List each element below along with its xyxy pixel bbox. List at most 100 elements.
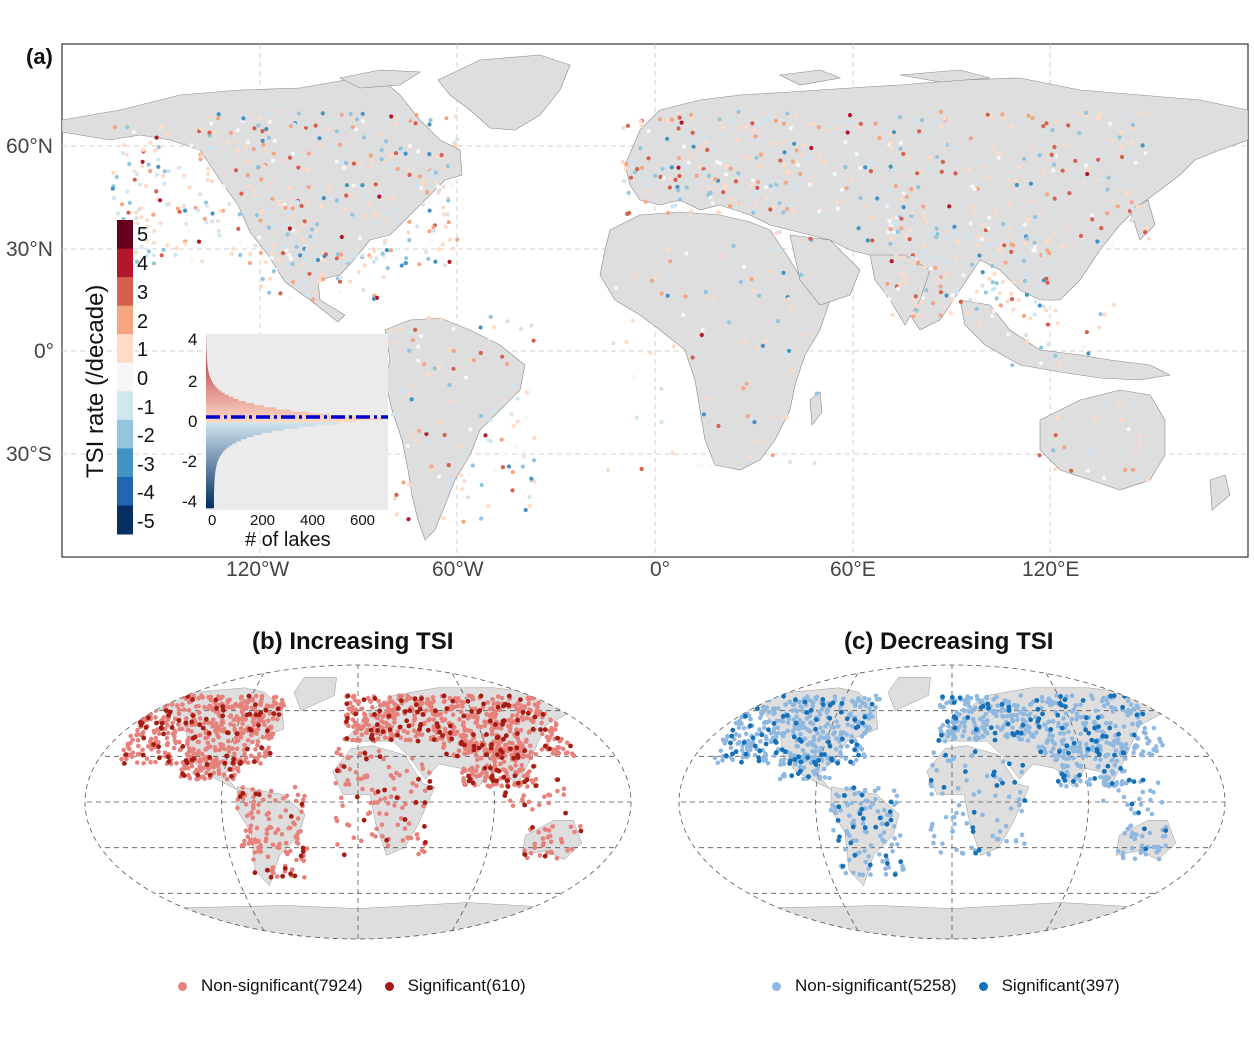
lake-point — [162, 169, 167, 174]
lake-point — [948, 310, 953, 316]
lake-point-nonsig — [561, 792, 567, 797]
lake-point — [1117, 403, 1122, 409]
lake-point-nonsig — [1074, 711, 1080, 717]
lake-point — [392, 253, 397, 258]
lake-point-sig — [377, 754, 383, 759]
lake-point — [1009, 242, 1014, 247]
lake-point — [919, 299, 924, 304]
lake-point-nonsig — [405, 730, 410, 735]
lake-point — [754, 202, 759, 207]
lake-point — [991, 144, 996, 150]
lake-point-sig — [999, 702, 1005, 707]
lake-point-nonsig — [798, 724, 804, 729]
lake-point — [270, 158, 275, 163]
lake-point-nonsig — [732, 737, 737, 742]
lake-point-nonsig — [877, 852, 882, 857]
lake-point — [997, 291, 1002, 296]
lake-point-sig — [292, 873, 298, 879]
lake-point — [921, 204, 926, 209]
lake-point — [665, 119, 671, 124]
lake-point — [785, 415, 790, 420]
lake-point-nonsig — [422, 720, 427, 726]
lake-point — [677, 197, 683, 202]
lake-point — [349, 192, 354, 197]
hist-bar — [206, 428, 285, 431]
lake-point-nonsig — [1128, 823, 1133, 829]
lake-point — [1059, 244, 1064, 249]
lake-point — [505, 362, 510, 367]
hist-bar — [206, 386, 217, 389]
lake-point — [1041, 304, 1046, 309]
lake-point-nonsig — [1029, 733, 1034, 738]
lake-point-nonsig — [456, 748, 462, 753]
lake-point — [206, 166, 211, 171]
lake-point — [509, 412, 514, 417]
lake-point-nonsig — [1084, 753, 1089, 759]
lake-point-sig — [856, 752, 861, 758]
lake-point-nonsig — [787, 699, 793, 704]
lake-point — [873, 121, 878, 126]
lake-point — [141, 226, 146, 231]
lake-point — [710, 201, 716, 206]
lake-point — [788, 125, 794, 131]
lake-point — [887, 218, 892, 224]
lake-point — [343, 148, 348, 153]
lake-point-nonsig — [764, 720, 770, 725]
lake-point — [426, 315, 431, 320]
lake-point-sig — [1020, 762, 1026, 768]
lake-point — [981, 219, 986, 224]
lake-point-nonsig — [745, 741, 751, 747]
lake-point — [694, 173, 699, 178]
lake-point-nonsig — [852, 791, 857, 797]
lake-point-nonsig — [233, 701, 239, 707]
lake-point — [1124, 191, 1129, 196]
lake-point — [666, 247, 671, 252]
lake-point-sig — [415, 709, 420, 715]
lake-point — [1051, 448, 1056, 453]
lake-point-nonsig — [841, 730, 846, 736]
lake-point-sig — [1036, 724, 1042, 729]
colorbar-segment — [117, 419, 133, 449]
lake-point — [941, 304, 946, 309]
lake-point-nonsig — [347, 767, 353, 772]
lake-point — [354, 243, 359, 248]
lake-point-nonsig — [268, 788, 274, 794]
lake-point-nonsig — [153, 715, 158, 720]
lake-point-nonsig — [253, 839, 259, 845]
hist-bar — [206, 472, 216, 475]
lake-point — [930, 301, 936, 306]
lake-point-nonsig — [196, 703, 201, 709]
lake-point — [918, 313, 923, 318]
lake-point — [1022, 222, 1027, 227]
lake-point-nonsig — [480, 770, 486, 775]
lake-point-nonsig — [1149, 811, 1155, 817]
lake-point — [384, 139, 389, 144]
colorbar-tick: 3 — [137, 282, 149, 304]
lake-point — [810, 202, 815, 207]
lake-point-nonsig — [942, 738, 948, 744]
lake-point — [781, 270, 786, 275]
lake-point — [395, 217, 400, 222]
lake-point — [520, 464, 525, 469]
lake-point — [909, 311, 915, 316]
lake-point — [302, 219, 307, 224]
lake-point-nonsig — [422, 788, 428, 794]
lake-point — [334, 159, 339, 164]
lake-point — [974, 298, 979, 303]
lake-point-sig — [970, 829, 976, 834]
lake-point — [196, 208, 201, 213]
lake-point-sig — [859, 806, 865, 812]
lake-point-nonsig — [1110, 771, 1116, 777]
lake-point-nonsig — [251, 806, 256, 811]
lake-point — [1040, 142, 1045, 147]
hist-bar — [206, 352, 207, 356]
lake-point-nonsig — [346, 782, 352, 787]
lake-point-nonsig — [416, 851, 421, 857]
lake-point-nonsig — [750, 701, 756, 707]
lake-point — [381, 210, 386, 215]
lake-point — [889, 168, 895, 173]
lake-point — [904, 194, 909, 199]
lake-point — [775, 319, 780, 324]
lake-point — [1016, 297, 1021, 302]
lake-point-nonsig — [838, 744, 844, 749]
